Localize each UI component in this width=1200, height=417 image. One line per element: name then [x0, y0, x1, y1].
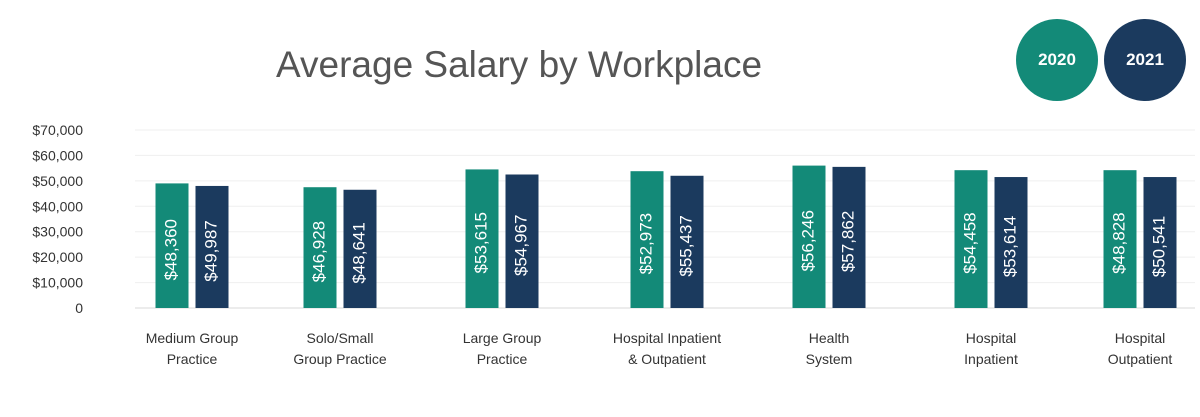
bar-value-label: $55,437: [676, 215, 695, 276]
bar-value-label: $48,828: [1109, 212, 1128, 273]
category-label: & Outpatient: [628, 351, 706, 367]
y-tick-label: $40,000: [32, 198, 83, 214]
bar-value-label: $49,987: [201, 220, 220, 281]
bar-value-label: $46,928: [309, 221, 328, 282]
bar-value-label: $53,615: [471, 212, 490, 273]
category-label: Group Practice: [293, 351, 387, 367]
bar-value-label: $53,614: [1000, 216, 1019, 277]
bar-2020: [792, 165, 826, 308]
bar-value-label: $52,973: [636, 213, 655, 274]
category-label: Medium Group: [146, 330, 239, 346]
bar-value-label: $56,246: [798, 210, 817, 271]
bar-value-label: $48,641: [349, 222, 368, 283]
category-label: System: [806, 351, 853, 367]
category-label: Hospital Inpatient: [613, 330, 721, 346]
bar-2021: [832, 166, 866, 308]
y-tick-label: $70,000: [32, 122, 83, 138]
bar-2020: [1103, 170, 1137, 308]
category-label: Hospital: [966, 330, 1017, 346]
category-label: Solo/Small: [307, 330, 374, 346]
bar-2020: [303, 187, 337, 308]
bar-2021: [1143, 177, 1177, 308]
y-tick-label: $60,000: [32, 147, 83, 163]
y-tick-label: $20,000: [32, 249, 83, 265]
category-label: Practice: [167, 351, 218, 367]
category-label: Large Group: [463, 330, 542, 346]
category-label: Outpatient: [1108, 351, 1173, 367]
bar-2021: [670, 175, 704, 308]
legend-2020-badge: 2020: [1016, 19, 1098, 101]
y-tick-label: $30,000: [32, 224, 83, 240]
bar-2021: [994, 177, 1028, 308]
bar-value-label: $57,862: [838, 211, 857, 272]
legend-2021-badge: 2021: [1104, 19, 1186, 101]
bar-2020: [155, 183, 189, 308]
bar-value-label: $50,541: [1149, 216, 1168, 277]
category-label: Hospital: [1115, 330, 1166, 346]
y-tick-label: $50,000: [32, 173, 83, 189]
category-label: Inpatient: [964, 351, 1018, 367]
bar-2021: [505, 174, 539, 308]
category-label: Health: [809, 330, 849, 346]
bar-2021: [195, 185, 229, 308]
category-label: Practice: [477, 351, 528, 367]
bar-value-label: $48,360: [161, 219, 180, 280]
y-tick-label: 0: [75, 300, 83, 316]
bar-value-label: $54,967: [511, 215, 530, 276]
bar-2020: [954, 170, 988, 308]
bar-2021: [343, 189, 377, 308]
chart-title: Average Salary by Workplace: [276, 44, 763, 85]
bar-2020: [630, 171, 664, 308]
bar-value-label: $54,458: [960, 212, 979, 273]
bar-2020: [465, 169, 499, 308]
y-tick-label: $10,000: [32, 275, 83, 291]
